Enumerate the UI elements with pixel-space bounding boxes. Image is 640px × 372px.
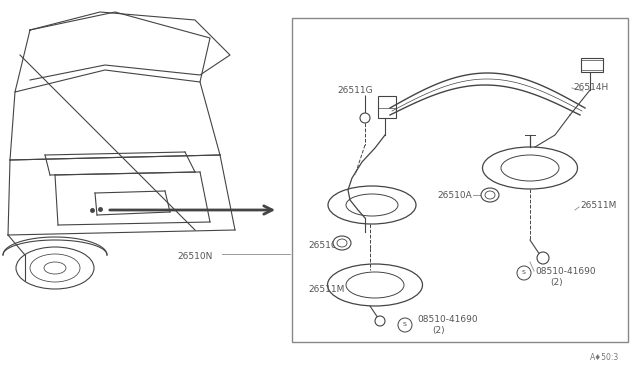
Circle shape [517,266,531,280]
Text: 26511G: 26511G [337,86,373,95]
Text: 08510-41690: 08510-41690 [535,266,596,276]
Text: 08510-41690: 08510-41690 [417,314,477,324]
Text: 26514H: 26514H [573,83,608,93]
Text: 26510A: 26510A [437,190,472,199]
Bar [581,60,603,70]
Circle shape [398,318,412,332]
Ellipse shape [328,186,416,224]
Ellipse shape [16,247,94,289]
Text: 26510A: 26510A [308,241,343,250]
Ellipse shape [481,188,499,202]
Bar [378,96,396,118]
Text: S: S [403,323,407,327]
Circle shape [375,316,385,326]
Bar [292,18,628,342]
Circle shape [360,113,370,123]
Bar [581,58,603,72]
Ellipse shape [328,264,422,306]
Text: 26510N: 26510N [177,252,212,261]
Text: S: S [522,270,526,276]
Text: 26511M: 26511M [308,285,344,295]
Text: (2): (2) [550,278,563,286]
Ellipse shape [483,147,577,189]
Text: (2): (2) [432,326,445,334]
Text: 26511M: 26511M [580,201,616,209]
Circle shape [537,252,549,264]
Text: A♦50:3: A♦50:3 [590,353,620,362]
Ellipse shape [333,236,351,250]
